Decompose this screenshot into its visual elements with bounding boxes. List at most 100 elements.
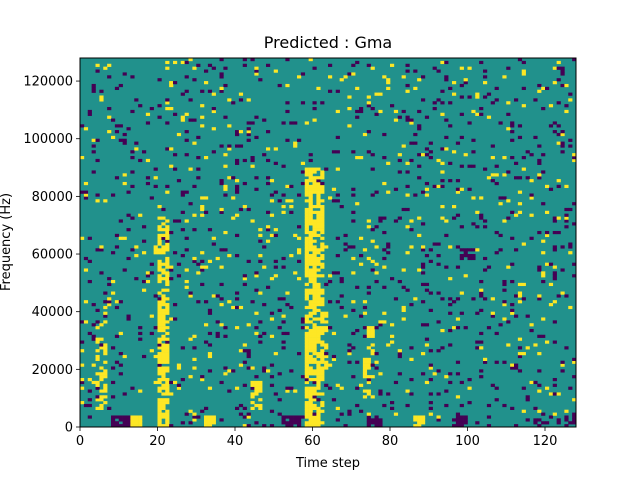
heatmap-cell [510,366,515,370]
heatmap-cell [428,363,433,367]
heatmap-cell [300,320,306,324]
heatmap-cell [463,326,468,330]
heatmap-cell [165,60,170,65]
heatmap-cell [351,193,356,197]
heatmap-cell [312,337,317,341]
heatmap-cell [560,144,565,148]
heatmap-cell [548,282,554,287]
heatmap-cell [339,205,344,209]
heatmap-cell [157,104,162,108]
heatmap-cell [227,254,232,258]
heatmap-cell [463,248,468,252]
heatmap-cell [304,251,309,255]
heatmap-cell [537,389,542,393]
heatmap-cell [320,303,325,307]
heatmap-cell [285,101,290,105]
heatmap-cell [95,326,100,330]
heatmap-cell [455,418,461,422]
heatmap-cell [347,409,352,413]
heatmap-cell [308,389,313,393]
heatmap-cell [316,308,321,312]
heatmap-cell [436,98,441,102]
heatmap-cell [219,282,224,287]
heatmap-cell [560,132,565,137]
heatmap-cell [444,403,449,408]
heatmap-cells [80,58,577,428]
heatmap-cell [157,363,162,367]
heatmap-cell [335,254,340,258]
heatmap-cell [138,418,143,422]
heatmap-cell [273,352,278,356]
heatmap-cell [320,242,325,246]
heatmap-cell [308,418,313,422]
heatmap-cell [99,375,104,379]
heatmap-cell [444,60,449,65]
heatmap-cell [161,251,166,255]
heatmap-cell [556,101,561,105]
heatmap-cell [262,118,267,122]
heatmap-cell [103,360,108,364]
heatmap-cell [316,86,321,91]
heatmap-cell [514,294,519,298]
heatmap-cell [308,421,313,425]
heatmap-cell [165,326,170,330]
heatmap-cell [200,282,205,287]
heatmap-cell [165,409,170,413]
heatmap-cell [304,213,309,217]
heatmap-cell [157,366,162,370]
heatmap-cell [312,421,317,425]
heatmap-cell [312,331,317,336]
heatmap-cell [312,412,317,416]
heatmap-cell [490,311,495,315]
heatmap-cell [417,268,422,272]
heatmap-cell [281,346,286,350]
heatmap-cell [537,383,542,387]
heatmap-cell [304,193,309,197]
heatmap-cell [126,213,131,217]
heatmap-cell [250,219,255,223]
heatmap-cell [343,233,348,238]
heatmap-cell [297,138,302,142]
heatmap-cell [80,349,85,353]
heatmap-cell [316,251,321,255]
heatmap-cell [502,219,507,223]
heatmap-cell [273,190,278,194]
heatmap-cell [312,274,317,278]
heatmap-cell [304,380,309,385]
heatmap-cell [413,193,418,197]
heatmap-cell [312,205,317,209]
heatmap-cell [304,181,309,186]
heatmap-cell [204,421,209,425]
heatmap-cell [366,375,371,379]
heatmap-cell [390,334,395,338]
heatmap-cell [149,271,154,275]
heatmap-cell [273,274,278,278]
heatmap-cell [161,277,166,281]
heatmap-cell [320,225,325,229]
heatmap-cell [161,346,166,350]
heatmap-cell [506,101,511,105]
heatmap-cell [161,320,166,324]
heatmap-cell [165,236,170,240]
heatmap-cell [312,377,317,382]
heatmap-cell [413,297,418,301]
heatmap-cell [285,138,290,142]
heatmap-cell [312,328,317,333]
heatmap-cell [316,219,321,223]
heatmap-cell [537,265,542,269]
heatmap-cell [308,288,313,292]
heatmap-cell [95,138,100,142]
heatmap-cell [448,328,453,333]
heatmap-cell [359,409,364,413]
heatmap-cell [312,415,317,419]
heatmap-cell [316,193,321,197]
heatmap-cell [510,363,515,367]
heatmap-cell [541,239,546,243]
heatmap-cell [107,277,112,281]
heatmap-cell [378,392,383,396]
heatmap-cell [405,184,410,189]
heatmap-cell [409,346,414,350]
heatmap-cell [107,130,112,134]
heatmap-cell [564,346,569,350]
heatmap-cell [308,328,313,333]
